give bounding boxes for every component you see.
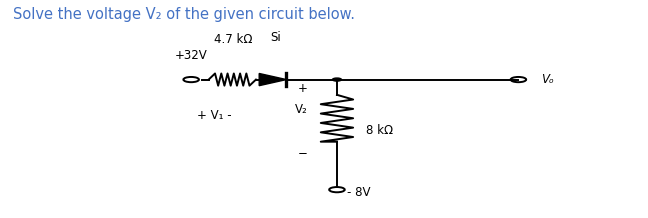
Text: + V₁ -: + V₁ - <box>196 109 231 122</box>
Text: 8 kΩ: 8 kΩ <box>366 124 393 137</box>
Text: +: + <box>298 82 308 95</box>
Text: Si: Si <box>271 31 281 44</box>
Polygon shape <box>259 73 286 86</box>
Text: V₂: V₂ <box>295 102 308 116</box>
Circle shape <box>332 78 341 81</box>
Text: −: − <box>298 147 308 160</box>
Text: +32V: +32V <box>175 49 207 62</box>
Text: - 8V: - 8V <box>347 186 370 199</box>
Text: Solve the voltage V₂ of the given circuit below.: Solve the voltage V₂ of the given circui… <box>13 7 355 22</box>
Text: Vₒ: Vₒ <box>541 73 554 86</box>
Text: 4.7 kΩ: 4.7 kΩ <box>214 33 253 46</box>
